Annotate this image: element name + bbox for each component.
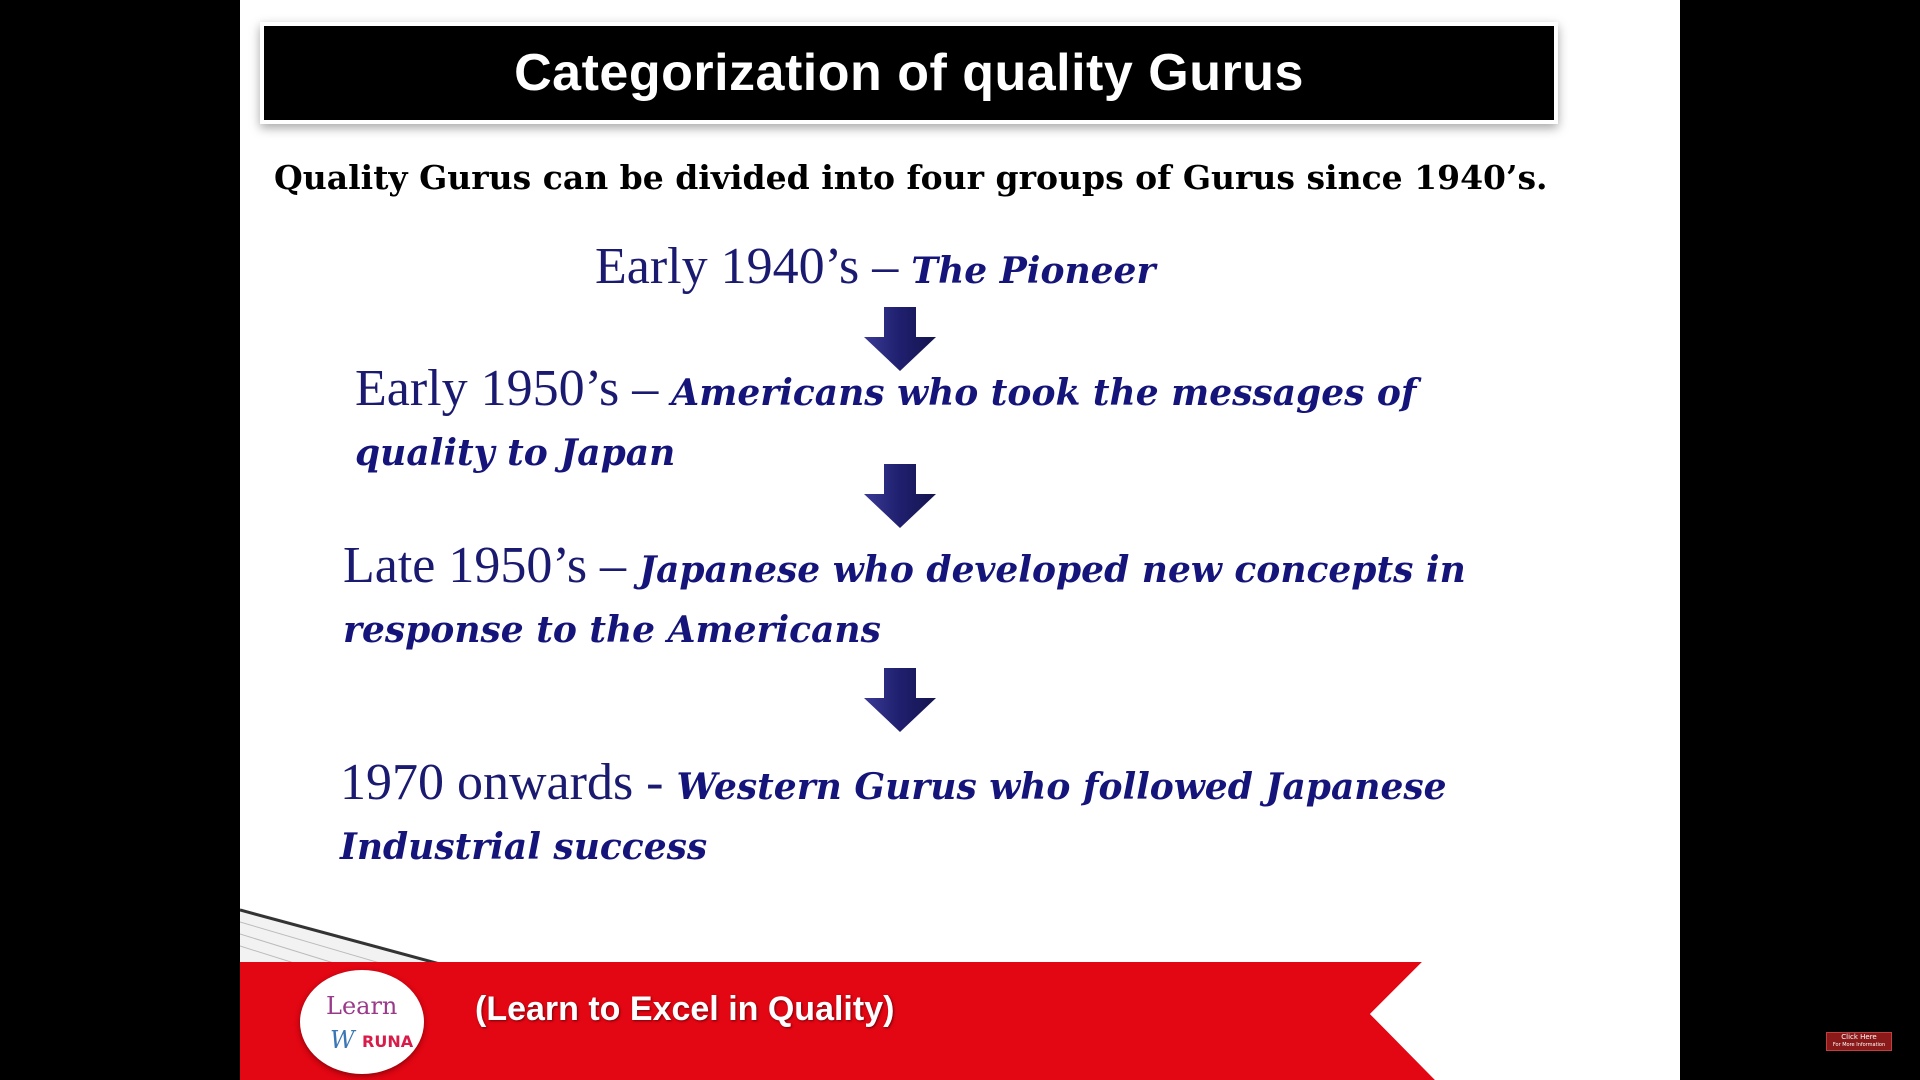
stage-late-1950s: Late 1950’s – Japanese who developed new… xyxy=(343,539,1583,664)
stage-description: Western Gurus who followed Japanese Indu… xyxy=(340,766,1447,868)
channel-logo: Learn W RUNA xyxy=(300,970,424,1074)
down-arrow-icon xyxy=(864,668,936,732)
decorative-stripe xyxy=(240,908,440,968)
stage-early-1940s: Early 1940’s – The Pioneer xyxy=(595,240,1495,305)
stage-1970-onwards: 1970 onwards - Western Gurus who followe… xyxy=(340,756,1580,881)
stage-era: 1970 onwards - xyxy=(340,754,677,811)
stage-description: The Pioneer xyxy=(911,250,1156,292)
slide-title: Categorization of quality Gurus xyxy=(514,44,1304,102)
logo-text: Learn xyxy=(326,992,398,1020)
footer-banner xyxy=(240,962,1680,1080)
footer-tagline: (Learn to Excel in Quality) xyxy=(475,990,895,1028)
slide-intro: Quality Gurus can be divided into four g… xyxy=(274,158,1548,197)
logo-text: RUNA xyxy=(362,1032,414,1051)
stage-early-1950s: Early 1950’s – Americans who took the me… xyxy=(355,362,1505,487)
stage-era: Early 1940’s – xyxy=(595,238,912,295)
stage-description: Americans who took the messages of quali… xyxy=(355,372,1417,474)
logo-text: W xyxy=(330,1026,355,1054)
slide-title-bar: Categorization of quality Gurus xyxy=(260,22,1558,124)
more-info-button[interactable]: Click Here For More Information xyxy=(1826,1032,1892,1051)
stage-description: Japanese who developed new concepts in r… xyxy=(343,549,1466,651)
stage-era: Late 1950’s – xyxy=(343,537,640,594)
cta-sublabel: For More Information xyxy=(1832,1042,1886,1048)
down-arrow-icon xyxy=(864,464,936,528)
cta-label: Click Here xyxy=(1841,1033,1877,1041)
down-arrow-icon xyxy=(864,307,936,371)
presentation-slide: Categorization of quality Gurus Quality … xyxy=(240,0,1680,1080)
stage-era: Early 1950’s – xyxy=(355,360,672,417)
